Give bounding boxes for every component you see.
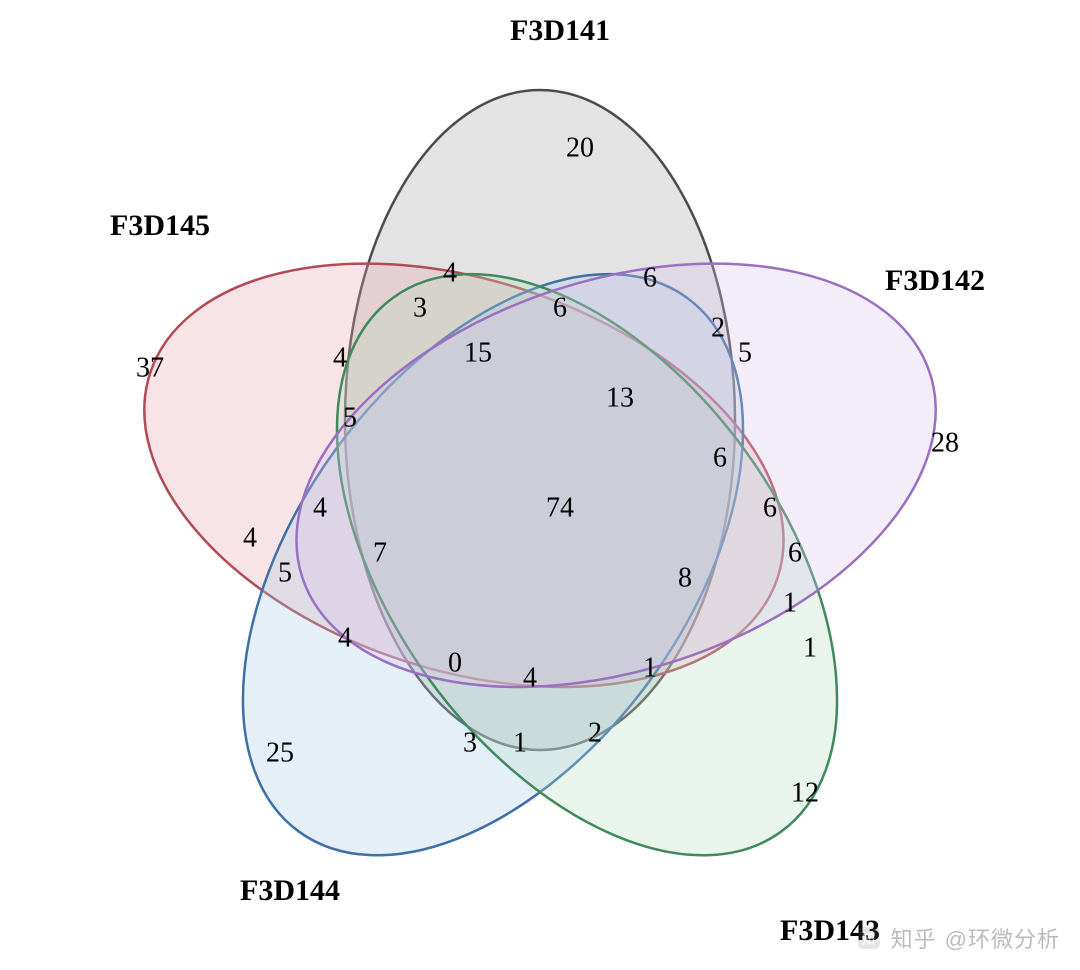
venn-region-CE: 4 bbox=[333, 342, 347, 373]
venn-region-CD: 3 bbox=[463, 727, 477, 758]
venn-region-A: 20 bbox=[566, 132, 594, 163]
venn-set-label-F3D145: F3D145 bbox=[110, 209, 210, 242]
venn-ellipses-layer bbox=[90, 90, 990, 946]
venn-region-BDE: 4 bbox=[313, 492, 327, 523]
venn-set-label-F3D144: F3D144 bbox=[240, 874, 340, 907]
venn-region-ACDE: 15 bbox=[464, 337, 492, 368]
venn-region-ABCDE: 74 bbox=[546, 492, 574, 523]
venn-region-BD: 6 bbox=[788, 537, 802, 568]
venn-region-DE: 4 bbox=[243, 522, 257, 553]
venn-region-C: 12 bbox=[791, 777, 819, 808]
venn-region-ACD: 1 bbox=[513, 727, 527, 758]
venn-set-label-F3D141: F3D141 bbox=[510, 14, 610, 47]
venn-region-AE: 4 bbox=[443, 257, 457, 288]
venn-region-B: 28 bbox=[931, 427, 959, 458]
venn-set-label-F3D142: F3D142 bbox=[885, 264, 985, 297]
venn-region-BCD: 6 bbox=[763, 492, 777, 523]
venn-region-BCD: 4 bbox=[523, 662, 537, 693]
venn-region-BCDE: 1 bbox=[643, 652, 657, 683]
venn-region-AD: 6 bbox=[643, 262, 657, 293]
venn-region-AB: 5 bbox=[738, 337, 752, 368]
venn-region-ABD: 2 bbox=[711, 312, 725, 343]
venn-region-AC: 2 bbox=[588, 717, 602, 748]
venn-region-ABCE: 0 bbox=[448, 647, 462, 678]
venn-region-ABC: 1 bbox=[783, 587, 797, 618]
venn-set-label-F3D143: F3D143 bbox=[780, 914, 880, 947]
venn-region-D: 25 bbox=[266, 737, 294, 768]
venn-region-ABDE: 13 bbox=[606, 382, 634, 413]
five-set-venn-diagram: 2028122537513442665412413667458013151467… bbox=[0, 0, 1080, 970]
venn-region-ABCD: 8 bbox=[678, 562, 692, 593]
venn-region-CDE: 5 bbox=[343, 402, 357, 433]
venn-region-E: 37 bbox=[136, 352, 164, 383]
venn-region-ADE: 6 bbox=[553, 292, 567, 323]
venn-region-ABD: 6 bbox=[713, 442, 727, 473]
venn-region-ABE: 4 bbox=[338, 622, 352, 653]
venn-region-BE: 5 bbox=[278, 557, 292, 588]
venn-region-BC: 1 bbox=[803, 632, 817, 663]
venn-region-ACE: 3 bbox=[413, 292, 427, 323]
venn-region-BCE: 7 bbox=[373, 537, 387, 568]
